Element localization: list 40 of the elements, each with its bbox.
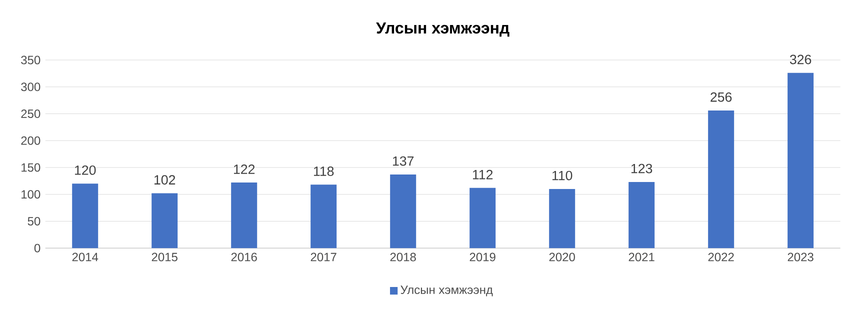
x-tick-label: 2014 [72,252,98,262]
bar [152,193,178,248]
x-tick-label: 2019 [470,252,496,262]
x-tick-label: 2023 [788,252,814,262]
legend-label: Улсын хэмжээнд [400,286,493,296]
bar [470,188,496,248]
y-tick-label: 250 [21,109,40,118]
y-tick-label: 150 [22,163,40,172]
data-label: 122 [234,164,255,174]
bar [310,184,337,248]
bar [628,182,655,248]
bar [788,72,814,248]
x-tick-label: 2022 [708,252,734,262]
chart-title: Улсын хэмжээнд [376,22,510,37]
bar [390,174,416,248]
data-label: 118 [314,166,334,176]
bar [231,182,258,248]
y-tick-label: 300 [21,82,40,92]
y-tick-label: 50 [28,216,40,226]
data-label: 326 [790,54,812,64]
x-tick-label: 2016 [231,252,257,262]
x-tick-label: 2021 [628,252,654,262]
data-label: 102 [154,175,176,184]
y-tick-label: 0 [34,244,40,252]
bar [72,184,98,248]
data-label: 120 [75,165,96,175]
bar [708,110,734,248]
bar [549,188,576,248]
x-tick-label: 2015 [152,252,178,262]
data-label: 256 [710,92,732,102]
x-tick-label: 2017 [310,252,336,262]
y-tick-label: 350 [21,56,40,64]
data-label: 110 [552,170,572,180]
x-tick-label: 2018 [390,252,416,262]
data-label: 123 [631,164,652,174]
y-tick-label: 100 [22,190,40,199]
x-tick-label: 2020 [549,252,575,262]
y-tick-label: 200 [21,136,40,145]
data-label: 112 [472,170,493,180]
data-label: 137 [392,156,414,166]
